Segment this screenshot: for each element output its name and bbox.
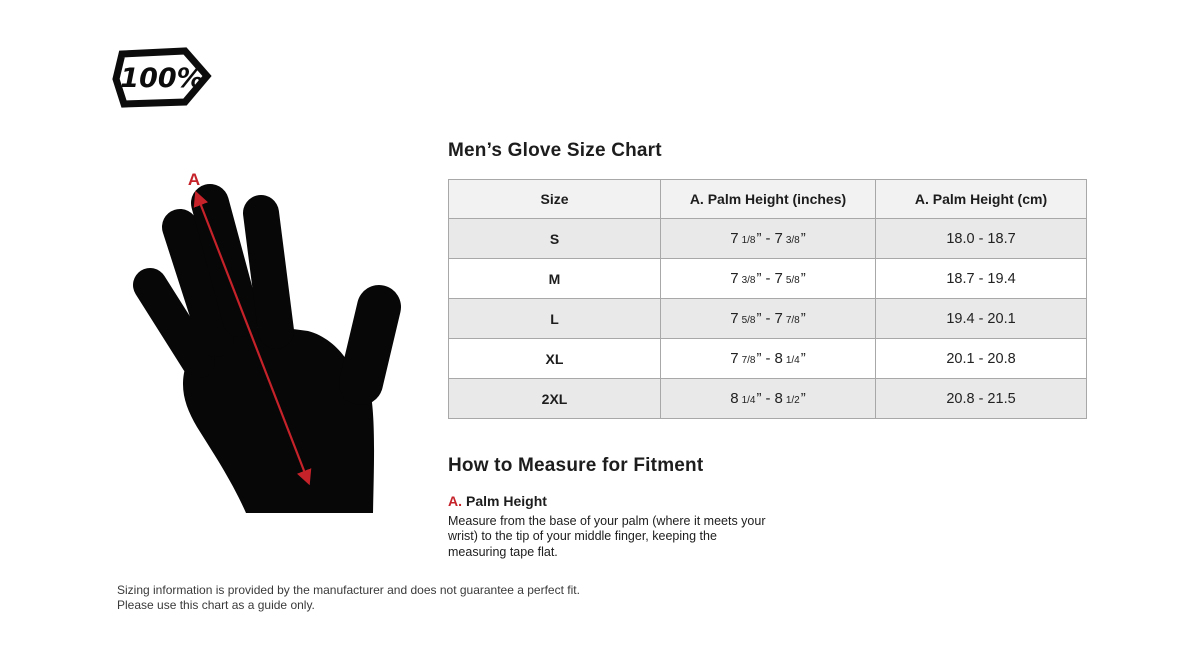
measure-item-title: A. Palm Height xyxy=(448,493,1086,509)
column-header-size: Size xyxy=(448,179,661,219)
cm-value: 19.4 - 20.1 xyxy=(875,298,1087,339)
table-row: L 7 5/8” -7 7/8” 19.4 - 20.1 xyxy=(448,298,1087,339)
size-value: S xyxy=(448,218,661,259)
cm-value: 20.1 - 20.8 xyxy=(875,338,1087,379)
measure-item-name: Palm Height xyxy=(466,493,547,509)
cm-value: 18.0 - 18.7 xyxy=(875,218,1087,259)
disclaimer-line-1: Sizing information is provided by the ma… xyxy=(117,583,580,597)
sizing-disclaimer: Sizing information is provided by the ma… xyxy=(117,583,580,614)
inches-value: 7 5/8” -7 7/8” xyxy=(660,298,876,339)
palm-height-arrow xyxy=(193,190,312,486)
disclaimer-line-2: Please use this chart as a guide only. xyxy=(117,598,315,613)
inches-value: 8 1/4” -8 1/2” xyxy=(660,378,876,419)
how-to-measure-section: How to Measure for Fitment A. Palm Height… xyxy=(448,455,1086,560)
measure-label-a: A xyxy=(188,170,200,189)
measure-item-description: Measure from the base of your palm (wher… xyxy=(448,514,766,559)
size-chart-section: Men’s Glove Size Chart Size A. Palm Heig… xyxy=(448,140,1087,560)
inches-value: 7 1/8” -7 3/8” xyxy=(660,218,876,259)
cm-value: 18.7 - 19.4 xyxy=(875,258,1087,299)
glove-silhouette-image: A xyxy=(133,170,401,513)
glove-measurement-diagram: A xyxy=(120,163,430,520)
size-value: 2XL xyxy=(448,378,661,419)
page-title: Men’s Glove Size Chart xyxy=(448,140,662,161)
size-value: XL xyxy=(448,338,661,379)
glove-size-table: Size A. Palm Height (inches) A. Palm Hei… xyxy=(448,179,1087,419)
inches-value: 7 3/8” -7 5/8” xyxy=(660,258,876,299)
size-value: L xyxy=(448,298,661,339)
table-row: S 7 1/8” -7 3/8” 18.0 - 18.7 xyxy=(448,218,1087,259)
table-row: 2XL 8 1/4” -8 1/2” 20.8 - 21.5 xyxy=(448,378,1087,419)
table-header-row: Size A. Palm Height (inches) A. Palm Hei… xyxy=(448,179,1087,219)
glove-hand-shape xyxy=(133,184,401,513)
measure-item-label: A. xyxy=(448,493,462,509)
brand-logo: 100% xyxy=(112,45,212,116)
brand-logo-hexagon: 100% xyxy=(112,47,212,108)
brand-logo-text: 100% xyxy=(120,63,203,94)
how-to-measure-heading: How to Measure for Fitment xyxy=(448,455,704,476)
table-row: M 7 3/8” -7 5/8” 18.7 - 19.4 xyxy=(448,258,1087,299)
inches-value: 7 7/8” -8 1/4” xyxy=(660,338,876,379)
table-row: XL 7 7/8” -8 1/4” 20.1 - 20.8 xyxy=(448,338,1087,379)
size-value: M xyxy=(448,258,661,299)
cm-value: 20.8 - 21.5 xyxy=(875,378,1087,419)
column-header-inches: A. Palm Height (inches) xyxy=(660,179,876,219)
column-header-cm: A. Palm Height (cm) xyxy=(875,179,1087,219)
